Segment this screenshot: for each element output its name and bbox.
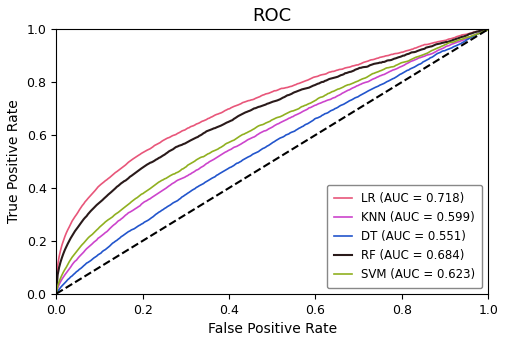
RF (AUC = 0.684) bbox=[444, 40, 450, 44]
KNN (AUC = 0.599) bbox=[485, 27, 491, 31]
Line: LR (AUC = 0.718): LR (AUC = 0.718) bbox=[56, 29, 488, 294]
KNN (AUC = 0.599) bbox=[53, 292, 59, 296]
KNN (AUC = 0.599) bbox=[417, 56, 423, 60]
Title: ROC: ROC bbox=[252, 7, 292, 25]
SVM (AUC = 0.623) bbox=[309, 100, 315, 104]
Line: KNN (AUC = 0.599): KNN (AUC = 0.599) bbox=[56, 29, 488, 294]
RF (AUC = 0.684) bbox=[318, 81, 324, 85]
LR (AUC = 0.718) bbox=[485, 27, 491, 31]
X-axis label: False Positive Rate: False Positive Rate bbox=[208, 322, 337, 336]
DT (AUC = 0.551) bbox=[53, 292, 59, 296]
KNN (AUC = 0.599) bbox=[444, 44, 450, 48]
RF (AUC = 0.684) bbox=[53, 292, 59, 296]
Line: RF (AUC = 0.684): RF (AUC = 0.684) bbox=[56, 29, 488, 294]
LR (AUC = 0.718) bbox=[318, 73, 324, 77]
LR (AUC = 0.718) bbox=[53, 292, 59, 296]
SVM (AUC = 0.623) bbox=[417, 54, 423, 58]
DT (AUC = 0.551) bbox=[310, 118, 316, 122]
RF (AUC = 0.684) bbox=[417, 48, 423, 52]
KNN (AUC = 0.599) bbox=[55, 286, 61, 290]
DT (AUC = 0.551) bbox=[444, 47, 450, 51]
SVM (AUC = 0.623) bbox=[444, 42, 450, 46]
DT (AUC = 0.551) bbox=[417, 62, 423, 66]
SVM (AUC = 0.623) bbox=[318, 95, 324, 99]
RF (AUC = 0.684) bbox=[484, 27, 490, 31]
RF (AUC = 0.684) bbox=[309, 84, 315, 88]
LR (AUC = 0.718) bbox=[417, 44, 423, 48]
Legend: LR (AUC = 0.718), KNN (AUC = 0.599), DT (AUC = 0.551), RF (AUC = 0.684), SVM (AU: LR (AUC = 0.718), KNN (AUC = 0.599), DT … bbox=[327, 185, 482, 288]
KNN (AUC = 0.599) bbox=[309, 105, 315, 109]
RF (AUC = 0.684) bbox=[485, 27, 491, 31]
DT (AUC = 0.551) bbox=[309, 119, 315, 123]
DT (AUC = 0.551) bbox=[318, 115, 324, 119]
Line: DT (AUC = 0.551): DT (AUC = 0.551) bbox=[56, 29, 488, 294]
RF (AUC = 0.684) bbox=[310, 83, 316, 87]
DT (AUC = 0.551) bbox=[55, 289, 61, 293]
KNN (AUC = 0.599) bbox=[318, 101, 324, 105]
LR (AUC = 0.718) bbox=[444, 37, 450, 42]
LR (AUC = 0.718) bbox=[484, 27, 490, 31]
SVM (AUC = 0.623) bbox=[485, 27, 491, 31]
LR (AUC = 0.718) bbox=[55, 263, 61, 268]
LR (AUC = 0.718) bbox=[310, 75, 316, 80]
Y-axis label: True Positive Rate: True Positive Rate bbox=[7, 100, 21, 223]
KNN (AUC = 0.599) bbox=[310, 104, 316, 108]
DT (AUC = 0.551) bbox=[485, 27, 491, 31]
SVM (AUC = 0.623) bbox=[310, 99, 316, 104]
SVM (AUC = 0.623) bbox=[53, 292, 59, 296]
RF (AUC = 0.684) bbox=[55, 273, 61, 277]
Line: SVM (AUC = 0.623): SVM (AUC = 0.623) bbox=[56, 29, 488, 294]
SVM (AUC = 0.623) bbox=[55, 284, 61, 288]
LR (AUC = 0.718) bbox=[309, 76, 315, 80]
